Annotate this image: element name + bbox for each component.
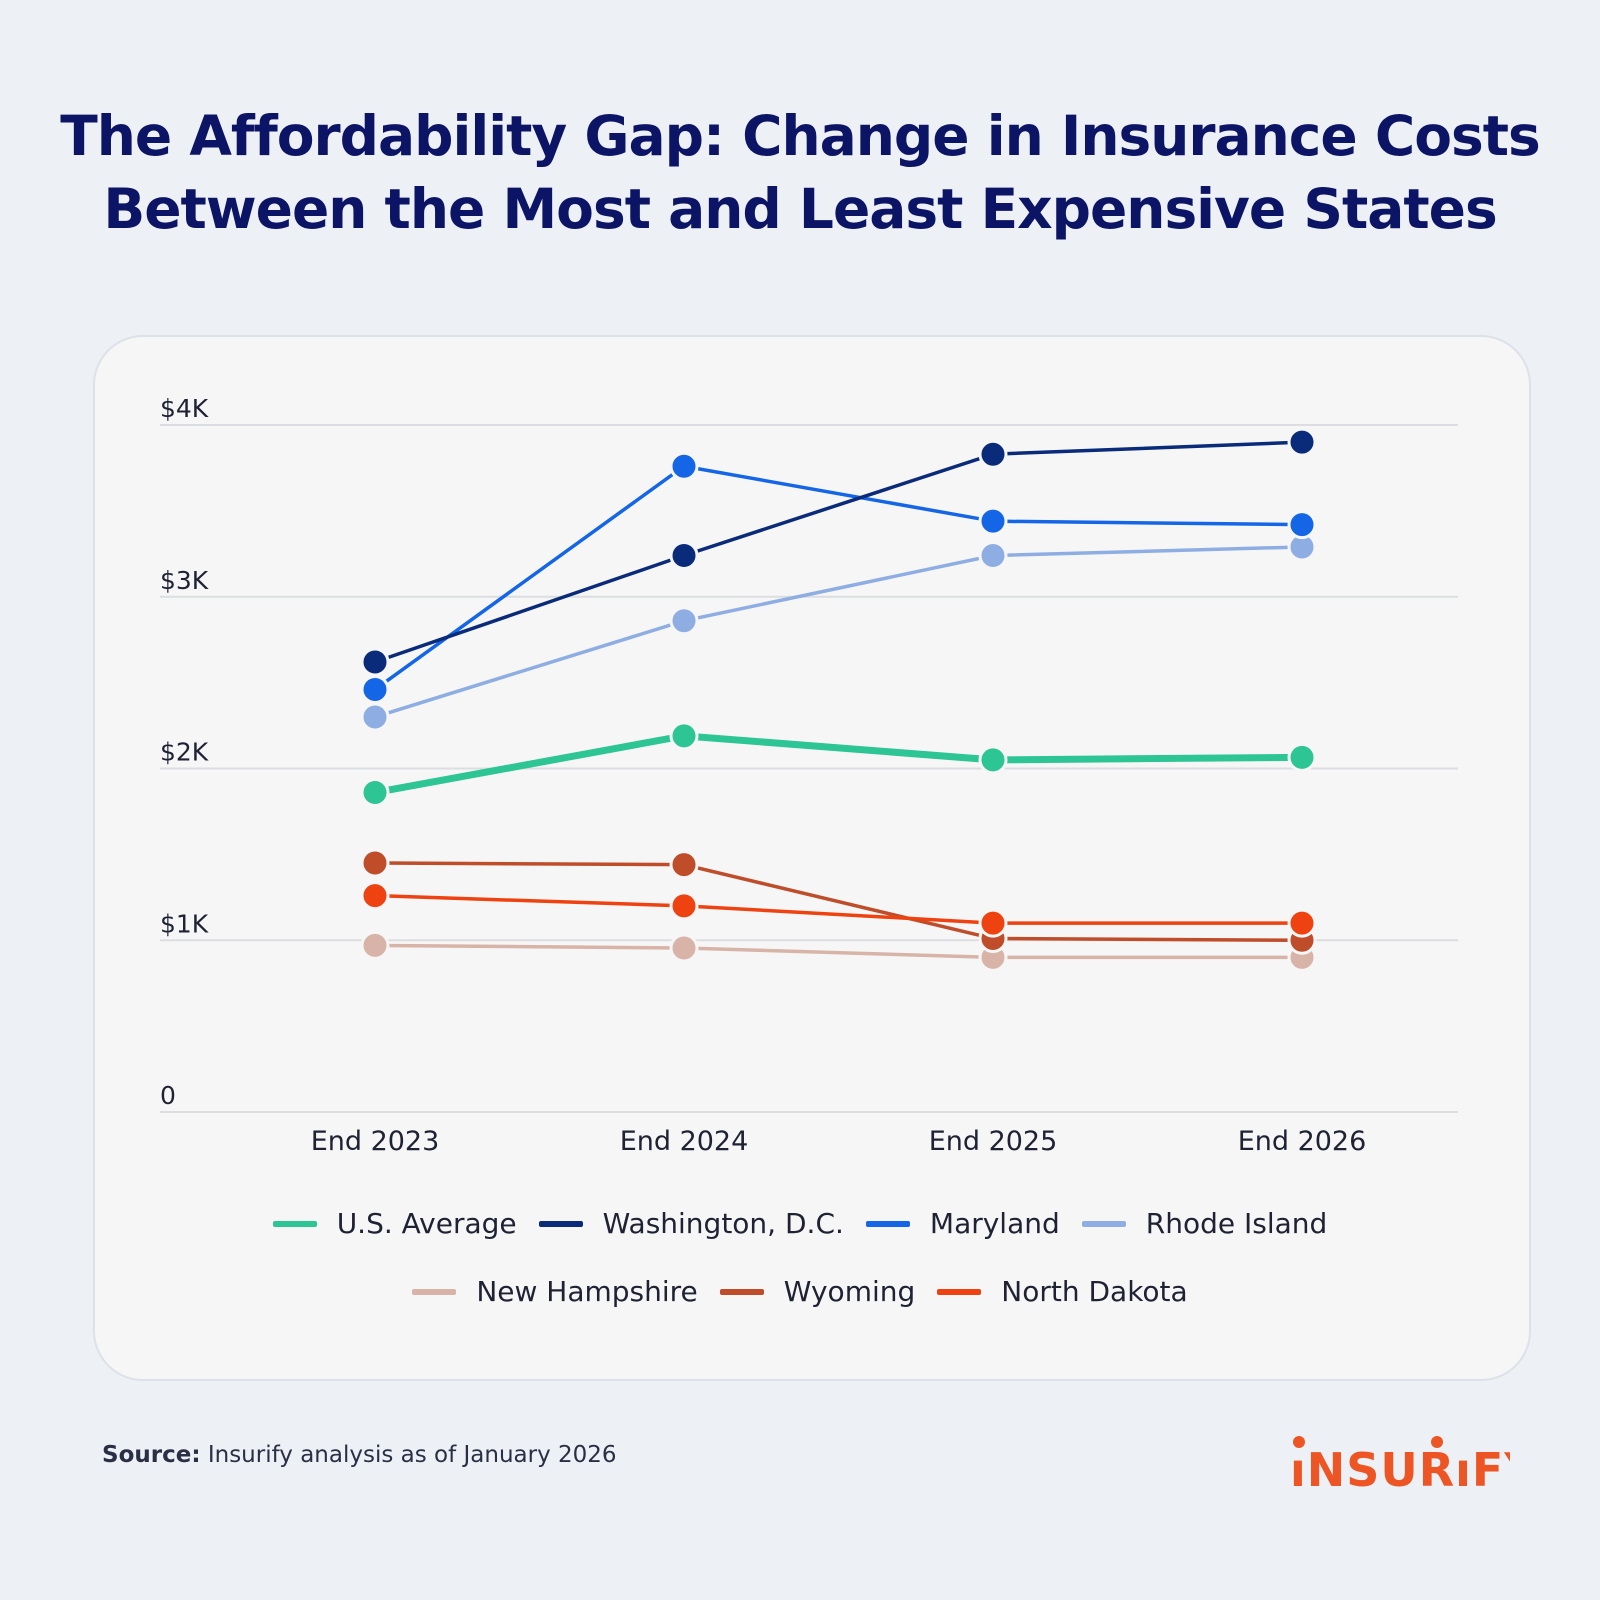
data-point [360,674,390,704]
chart-title: The Affordability Gap: Change in Insuran… [0,100,1600,246]
legend-label: New Hampshire [476,1275,698,1308]
y-tick-label: $3K [160,566,209,595]
data-point [669,451,699,481]
series-line-new-hampshire [374,943,1302,960]
legend-item: Wyoming [719,1275,916,1308]
legend-swatch [538,1220,583,1227]
series-line-rhode-island [374,545,1303,719]
title-line-2: Between the Most and Least Expensive Sta… [103,177,1497,241]
series-line-u-s-average [374,732,1303,796]
data-point [669,933,699,963]
legend-label: Rhode Island [1145,1207,1328,1240]
legend-swatch [937,1288,982,1295]
legend-label: Maryland [929,1207,1060,1240]
data-point [669,541,699,571]
legend-item: U.S. Average [272,1207,517,1240]
svg-text:ıNSURıFY: ıNSURıFY [1290,1443,1510,1497]
y-tick-label: $2K [160,738,209,767]
x-tick-label: End 2025 [929,1126,1058,1157]
legend-item: Washington, D.C. [538,1207,844,1240]
data-point [360,647,390,677]
series-line-wyoming [374,861,1303,942]
data-point [978,506,1008,536]
y-tick-label: $4K [160,394,209,423]
data-point [978,908,1008,938]
legend-item: North Dakota [937,1275,1188,1308]
insurify-logo: ıNSURıFY [1290,1432,1538,1513]
legend-item: Maryland [865,1207,1060,1240]
legend-label: North Dakota [1001,1275,1188,1308]
data-point [1287,742,1317,772]
y-tick-label: $1K [160,909,209,938]
data-point [360,778,390,808]
legend-swatch [719,1288,764,1295]
x-tick-label: End 2026 [1238,1126,1367,1157]
legend-label: Washington, D.C. [602,1207,844,1240]
data-point [669,721,699,751]
data-point [978,439,1008,469]
source-note: Source: Insurify analysis as of January … [102,1442,617,1468]
source-text: Insurify analysis as of January 2026 [207,1442,617,1468]
x-tick-label: End 2024 [620,1126,749,1157]
data-point [1287,510,1317,540]
title-line-1: The Affordability Gap: Change in Insuran… [60,104,1541,168]
data-point [978,541,1008,571]
data-point [1287,908,1317,938]
chart-card [93,335,1531,1381]
data-point [360,881,390,911]
logo-mark: ıNSURıFY [1290,1436,1538,1497]
series-line-washington-d-c- [374,440,1303,664]
data-point [978,745,1008,775]
legend-label: Wyoming [783,1275,916,1308]
legend-swatch [272,1220,317,1227]
legend-row-2: New Hampshire Wyoming North Dakota [0,1275,1600,1308]
data-point [1287,427,1317,457]
data-point [669,850,699,880]
series-line-maryland [373,464,1303,691]
legend-row-1: U.S. Average Washington, D.C. Maryland Rhod… [0,1207,1600,1240]
y-tick-label: 0 [160,1081,176,1110]
legend-swatch [1081,1220,1126,1227]
legend-swatch [865,1220,910,1227]
series-line-north-dakota [374,893,1302,925]
legend-label: U.S. Average [336,1207,517,1240]
legend-swatch [412,1288,457,1295]
source-label: Source: [102,1442,201,1468]
legend-item: Rhode Island [1081,1207,1328,1240]
x-tick-label: End 2023 [311,1126,440,1157]
data-point [669,891,699,921]
data-point [669,606,699,636]
data-point [360,848,390,878]
data-point [360,702,390,732]
legend-item: New Hampshire [412,1275,698,1308]
data-point [360,930,390,960]
